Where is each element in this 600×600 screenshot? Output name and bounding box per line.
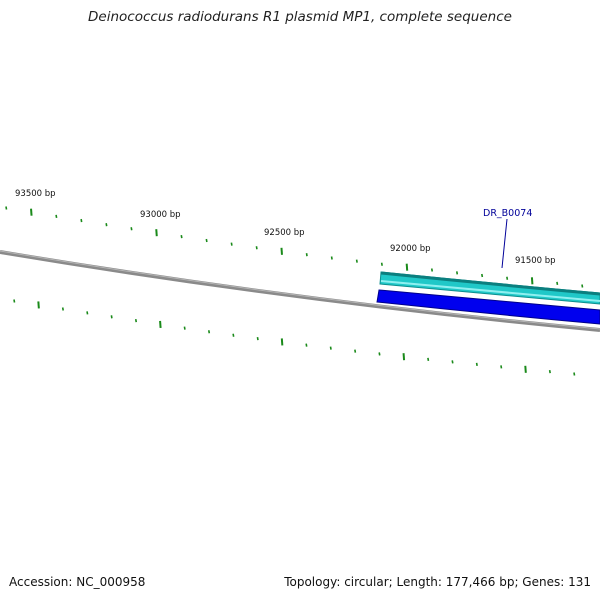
inner-tick-15 [378,352,381,356]
outer-tick-18 [455,271,459,275]
inner-tick-16 [402,353,406,361]
inner-tick-19 [475,362,478,367]
outer-tick-22 [556,281,559,286]
genes-value: 131 [568,575,591,589]
inner-tick-13 [329,346,332,350]
gene-reverse-strand[interactable] [376,289,600,325]
inner-tick-0 [13,299,16,303]
outer-tick-2 [55,214,58,219]
ruler-label-92500: 92500 bp [264,228,305,238]
inner-tick-7 [183,326,186,330]
outer-tick-11 [280,247,283,255]
outer-tick-12 [305,253,308,257]
inner-tick-12 [305,343,308,347]
outer-tick-17 [430,268,434,272]
outer-tick-14 [355,259,358,263]
plasmid-backbone [0,250,600,332]
feature-label-leader [501,218,508,269]
accession-value: NC_000958 [76,575,146,589]
inner-tick-20 [500,365,503,369]
ruler-label-92000: 92000 bp [390,244,431,254]
inner-tick-10 [256,336,259,341]
inner-tick-22 [548,370,551,374]
inner-tick-18 [451,360,454,364]
inner-tick-5 [134,319,138,323]
map-summary: Topology: circular; Length: 177,466 bp; … [284,575,591,589]
topology-value: circular [344,575,389,589]
inner-tick-21 [524,365,527,373]
inner-tick-9 [232,333,235,337]
outer-tick-13 [330,256,333,260]
inner-tick-14 [354,349,357,353]
accession-label: Accession: [9,575,73,589]
outer-tick-3 [80,218,83,223]
accession-info: Accession: NC_000958 [9,575,145,589]
ruler-label-93500: 93500 bp [15,189,56,199]
inner-tick-11 [280,338,284,346]
inner-tick-6 [159,320,162,328]
inner-tick-2 [61,307,64,311]
outer-tick-20 [506,276,509,280]
outer-tick-1 [30,208,33,216]
outer-tick-10 [255,246,258,250]
tick-row-inner [13,299,576,376]
genes-label: Genes: [522,575,565,589]
tick-row-outer [5,206,584,288]
outer-tick-4 [105,223,108,227]
topology-label: Topology: [284,575,341,589]
inner-tick-1 [37,301,40,309]
inner-tick-23 [573,372,576,376]
inner-tick-3 [86,311,89,315]
plasmid-backbone-highlight [0,250,600,330]
inner-tick-8 [207,330,211,334]
gene-DR_B0074-highlight [380,280,600,302]
outer-tick-9 [230,242,233,246]
outer-tick-15 [380,262,383,266]
map-title: Deinococcus radiodurans R1 plasmid MP1, … [88,9,512,25]
outer-tick-7 [180,235,183,239]
ruler-label-91500: 91500 bp [515,256,556,266]
gene-DR_B0074-top-edge [380,271,600,296]
length-value: 177,466 bp [445,575,515,589]
feature-label-DR_B0074: DR_B0074 [483,208,532,219]
outer-tick-23 [581,284,584,288]
outer-tick-5 [130,227,133,231]
outer-tick-16 [405,263,409,271]
outer-tick-8 [205,238,208,243]
outer-tick-0 [5,206,8,210]
outer-tick-21 [530,277,534,285]
outer-tick-6 [155,229,158,237]
inner-tick-4 [110,315,113,319]
ruler-label-93000: 93000 bp [140,210,181,220]
length-label: Length: [396,575,442,589]
outer-tick-19 [481,273,484,278]
inner-tick-17 [427,357,430,361]
